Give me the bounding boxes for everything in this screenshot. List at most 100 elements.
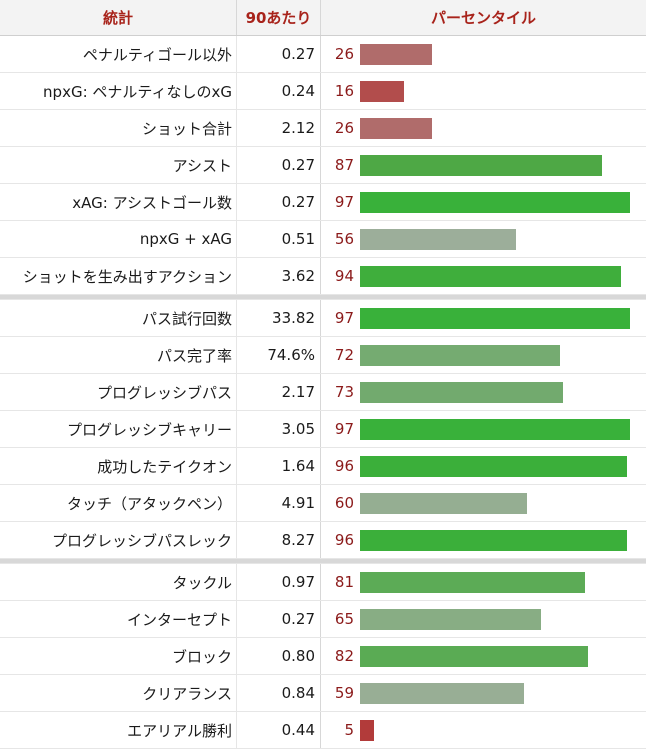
percentile-cell: 97 (321, 411, 646, 447)
stat-name[interactable]: プログレッシブパス (0, 374, 237, 410)
stat-name[interactable]: ペナルティゴール以外 (0, 36, 237, 72)
percentile-cell: 96 (321, 522, 646, 558)
percentile-value: 56 (334, 230, 354, 248)
percentile-bar (360, 118, 432, 139)
header-per90[interactable]: 90あたり (237, 0, 321, 35)
table-row: 成功したテイクオン 1.64 96 (0, 448, 646, 485)
per90-value: 0.84 (237, 675, 321, 711)
stat-name[interactable]: インターセプト (0, 601, 237, 637)
percentile-value: 82 (334, 647, 354, 665)
percentile-bar-track (360, 609, 638, 630)
percentile-bar-track (360, 419, 638, 440)
percentile-value: 97 (334, 309, 354, 327)
percentile-value: 59 (334, 684, 354, 702)
table-row: npxG: ペナルティなしのxG 0.24 16 (0, 73, 646, 110)
per90-value: 0.97 (237, 564, 321, 600)
percentile-cell: 26 (321, 36, 646, 72)
percentile-bar (360, 382, 563, 403)
percentile-cell: 97 (321, 184, 646, 220)
percentile-cell: 16 (321, 73, 646, 109)
percentile-bar-track (360, 81, 638, 102)
percentile-value: 97 (334, 420, 354, 438)
per90-value: 3.62 (237, 258, 321, 294)
percentile-value: 81 (334, 573, 354, 591)
percentile-bar-track (360, 44, 638, 65)
header-percentile[interactable]: パーセンタイル (430, 9, 536, 27)
percentile-value: 60 (334, 494, 354, 512)
table-header: 統計 90あたり パーセンタイル (0, 0, 646, 36)
stat-name[interactable]: ショットを生み出すアクション (0, 258, 237, 294)
stat-name[interactable]: パス完了率 (0, 337, 237, 373)
percentile-bar (360, 609, 541, 630)
stat-name[interactable]: アシスト (0, 147, 237, 183)
per90-value: 0.24 (237, 73, 321, 109)
table-row: ペナルティゴール以外 0.27 26 (0, 36, 646, 73)
per90-value: 74.6% (237, 337, 321, 373)
percentile-bar (360, 229, 516, 250)
stat-name[interactable]: タックル (0, 564, 237, 600)
per90-value: 0.44 (237, 712, 321, 748)
percentile-cell: 82 (321, 638, 646, 674)
per90-value: 3.05 (237, 411, 321, 447)
group-separator (0, 559, 646, 564)
percentile-bar-track (360, 229, 638, 250)
percentile-value: 26 (334, 45, 354, 63)
per90-value: 0.80 (237, 638, 321, 674)
table-row: エアリアル勝利 0.44 5 (0, 712, 646, 749)
percentile-bar (360, 572, 585, 593)
percentile-bar (360, 192, 630, 213)
table-row: クリアランス 0.84 59 (0, 675, 646, 712)
percentile-cell: 81 (321, 564, 646, 600)
table-row: パス完了率 74.6% 72 (0, 337, 646, 374)
per90-value: 8.27 (237, 522, 321, 558)
percentile-bar-track (360, 646, 638, 667)
stat-name[interactable]: タッチ（アタックペン） (0, 485, 237, 521)
stat-name[interactable]: 成功したテイクオン (0, 448, 237, 484)
percentile-value: 65 (334, 610, 354, 628)
stat-name[interactable]: パス試行回数 (0, 300, 237, 336)
per90-value: 2.12 (237, 110, 321, 146)
per90-value: 0.27 (237, 147, 321, 183)
stat-name[interactable]: xAG: アシストゴール数 (0, 184, 237, 220)
table-row: アシスト 0.27 87 (0, 147, 646, 184)
percentile-bar-track (360, 308, 638, 329)
percentile-value: 72 (334, 346, 354, 364)
percentile-bar-track (360, 572, 638, 593)
percentile-cell: 65 (321, 601, 646, 637)
percentile-bar (360, 493, 527, 514)
stat-name[interactable]: npxG: ペナルティなしのxG (0, 73, 237, 109)
table-row: インターセプト 0.27 65 (0, 601, 646, 638)
percentile-bar-track (360, 266, 638, 287)
stat-name[interactable]: ブロック (0, 638, 237, 674)
percentile-bar-track (360, 683, 638, 704)
table-row: タックル 0.97 81 (0, 564, 646, 601)
percentile-cell: 87 (321, 147, 646, 183)
stat-name[interactable]: ショット合計 (0, 110, 237, 146)
stat-name[interactable]: プログレッシブパスレック (0, 522, 237, 558)
per90-value: 33.82 (237, 300, 321, 336)
table-row: ショット合計 2.12 26 (0, 110, 646, 147)
percentile-cell: 72 (321, 337, 646, 373)
percentile-bar-track (360, 155, 638, 176)
table-row: プログレッシブパス 2.17 73 (0, 374, 646, 411)
header-stat[interactable]: 統計 (0, 0, 237, 35)
percentile-value: 87 (334, 156, 354, 174)
per90-value: 4.91 (237, 485, 321, 521)
table-body: ペナルティゴール以外 0.27 26 npxG: ペナルティなしのxG 0.24 16 ショ… (0, 36, 646, 749)
percentile-bar-track (360, 345, 638, 366)
percentile-value: 73 (334, 383, 354, 401)
stat-name[interactable]: クリアランス (0, 675, 237, 711)
percentile-cell: 56 (321, 221, 646, 257)
percentile-bar (360, 720, 374, 741)
percentile-bar (360, 44, 432, 65)
percentile-bar (360, 456, 627, 477)
stat-name[interactable]: プログレッシブキャリー (0, 411, 237, 447)
percentile-bar (360, 155, 602, 176)
percentile-bar-track (360, 118, 638, 139)
table-row: ブロック 0.80 82 (0, 638, 646, 675)
percentile-cell: 59 (321, 675, 646, 711)
stat-name[interactable]: npxG + xAG (0, 221, 237, 257)
stat-name[interactable]: エアリアル勝利 (0, 712, 237, 748)
group-separator (0, 295, 646, 300)
percentile-cell: 97 (321, 300, 646, 336)
